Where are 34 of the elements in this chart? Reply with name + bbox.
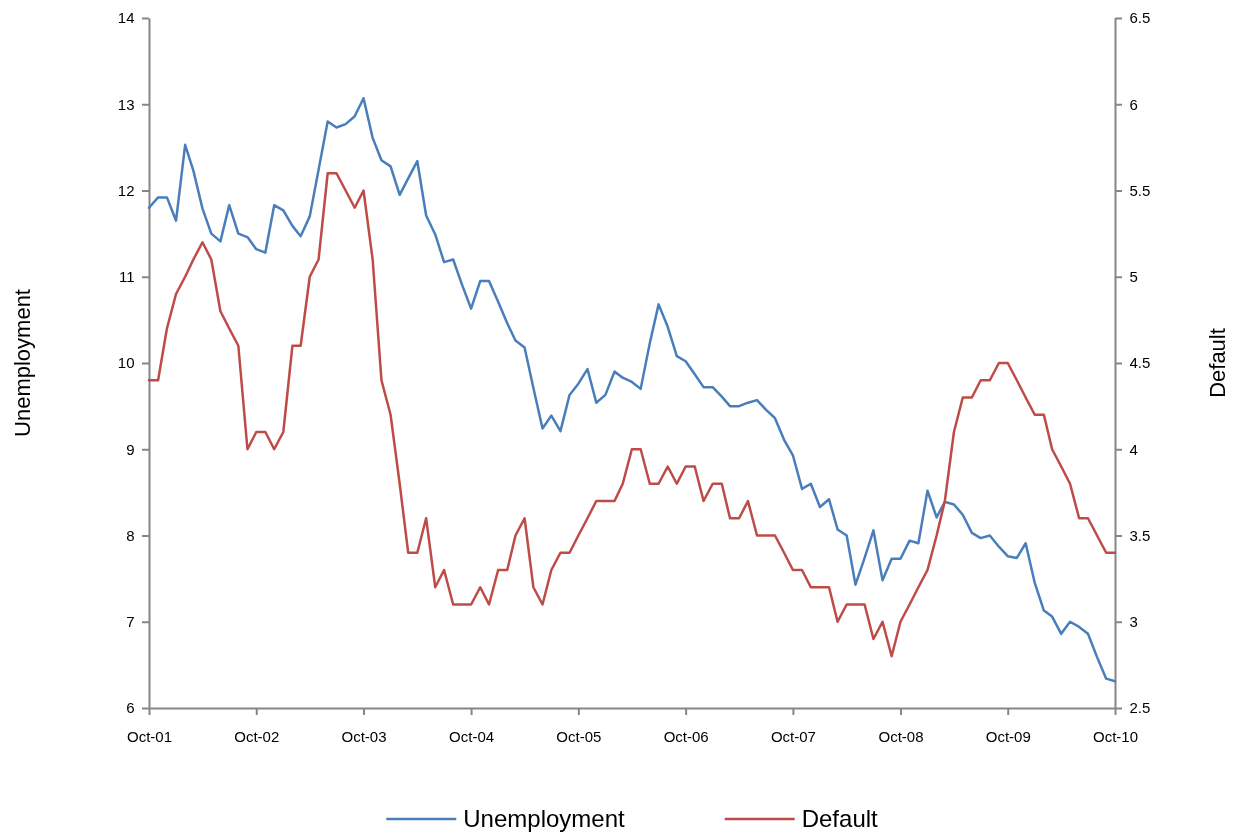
x-tick-label: Oct-07 [770,728,816,745]
y2-tick-label: 6 [1129,95,1138,113]
y-tick-label: 13 [117,95,135,113]
y-tick-label: 6 [126,699,135,717]
x-tick-label: Oct-06 [663,728,709,745]
y2-tick-label: 5.5 [1129,181,1151,199]
y-axis-title: Unemployment [10,289,35,437]
y2-tick-label: 5 [1129,268,1138,286]
y-tick-label: 8 [126,526,135,544]
x-tick-label: Oct-02 [234,728,280,745]
y-tick-label: 7 [126,613,135,631]
x-tick-label: Oct-01 [126,728,173,745]
y-tick-label: 10 [117,354,135,372]
y-tick-label: 9 [126,440,135,458]
x-tick-label: Oct-04 [449,728,495,745]
y2-tick-label: 3 [1129,613,1138,631]
x-tick-label: Oct-03 [341,728,387,745]
x-tick-label: Oct-09 [985,728,1031,745]
x-tick-label: Oct-08 [878,728,924,745]
y-tick-label: 11 [118,268,135,286]
y2-tick-label: 2.5 [1129,699,1151,717]
y-tick-label: 14 [117,9,135,27]
x-tick-label: Oct-10 [1092,728,1139,745]
legend-label: Default [801,805,879,832]
line-series [147,172,1117,658]
y2-tick-label: 4 [1129,440,1138,458]
legend-label: Unemployment [463,805,626,832]
x-tick-label: Oct-05 [556,728,602,745]
y2-axis-title: Default [1205,328,1230,398]
y2-tick-label: 4.5 [1129,354,1151,372]
y-tick-label: 12 [117,181,135,199]
y2-tick-label: 3.5 [1129,526,1151,544]
line-series [147,96,1117,683]
y2-tick-label: 6.5 [1129,9,1151,27]
